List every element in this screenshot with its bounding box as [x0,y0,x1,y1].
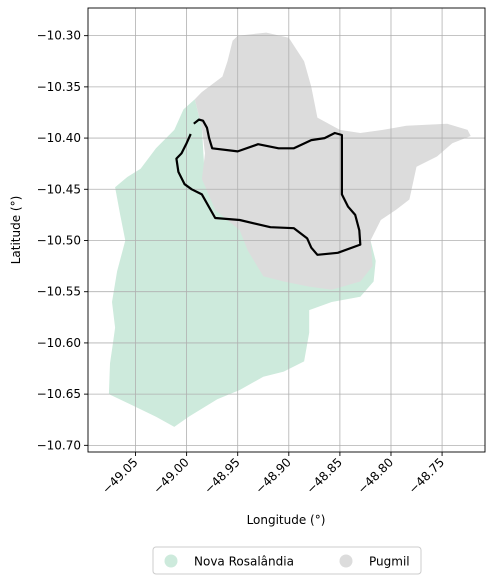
y-tick-label: −10.65 [37,387,81,401]
x-tick-label: −48.85 [304,455,345,496]
y-tick-label: −10.30 [37,29,81,43]
legend-label-nova-rosalandia: Nova Rosalândia [194,555,294,569]
y-tick-label: −10.60 [37,336,81,350]
y-tick-label: −10.70 [37,438,81,452]
x-tick-label: −49.00 [150,455,191,496]
legend-box [152,546,422,575]
legend-marker-pugmil [339,554,353,568]
municipal-boundary-line [175,118,362,256]
x-tick-label: −48.75 [406,455,447,496]
y-axis-label: Latitude (°) [9,196,23,265]
region-nova-rosal-ndia [108,99,376,427]
axes-frame [87,7,486,453]
y-axis-ticks: −10.30 −10.35 −10.40 −10.45 −10.50 −10.55 −10.… [37,29,88,452]
y-tick-label: −10.35 [37,80,81,94]
legend-label-pugmil: Pugmil [369,555,410,569]
x-tick-label: −49.05 [99,455,140,496]
y-tick-label: −10.45 [37,182,81,196]
x-tick-label: −48.80 [355,455,396,496]
x-axis-ticks: −49.05 −49.00 −48.95 −48.90 −48.85 −48.80 −48.… [99,452,447,497]
x-tick-label: −48.95 [202,455,243,496]
y-tick-label: −10.40 [37,131,81,145]
regions-layer [108,32,471,427]
y-tick-label: −10.55 [37,285,81,299]
x-axis-label: Longitude (°) [247,513,326,527]
y-tick-label: −10.50 [37,233,81,247]
grid-lines [88,8,485,452]
legend-marker-nova-rosalandia [164,554,178,568]
legend: Nova Rosalândia Pugmil [152,546,422,575]
x-tick-label: −48.90 [253,455,294,496]
